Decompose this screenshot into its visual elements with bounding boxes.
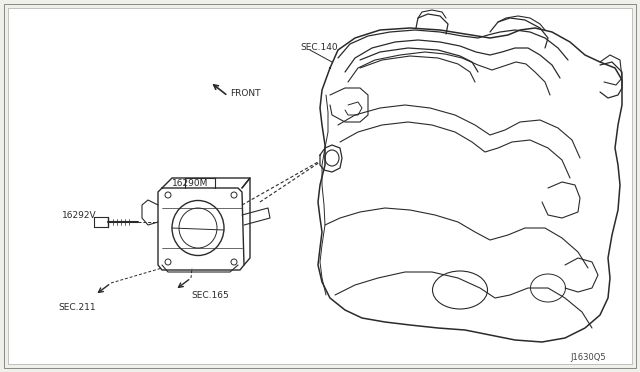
Text: 16290M: 16290M [172, 179, 209, 187]
Text: SEC.165: SEC.165 [191, 292, 228, 301]
Text: SEC.211: SEC.211 [58, 304, 95, 312]
Text: SEC.140: SEC.140 [300, 42, 338, 51]
Text: 16292V: 16292V [62, 211, 97, 219]
Text: FRONT: FRONT [230, 89, 260, 97]
Text: J1630Q5: J1630Q5 [570, 353, 605, 362]
